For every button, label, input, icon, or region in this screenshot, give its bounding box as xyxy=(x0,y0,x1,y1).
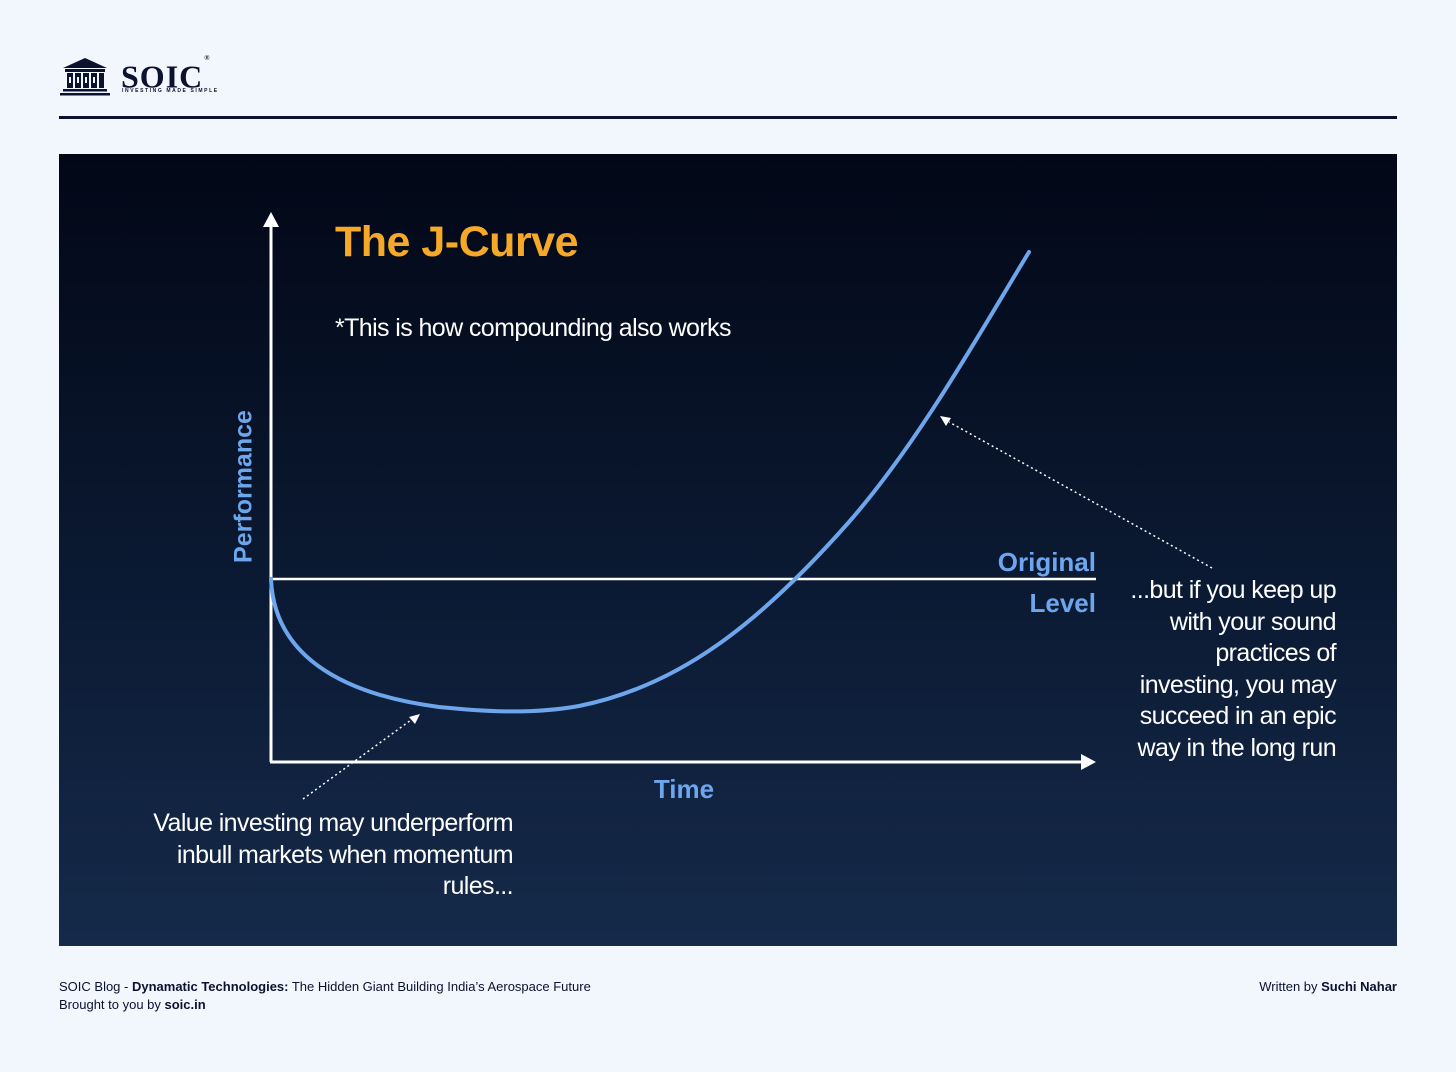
logo-tagline: INVESTING MADE SIMPLE xyxy=(122,88,219,94)
left-annotation: Value investing may underperform inbull … xyxy=(99,808,513,903)
j-curve-diagram: The J-Curve *This is how compounding als… xyxy=(59,154,1397,946)
soic-logo[interactable]: SOIC® INVESTING MADE SIMPLE xyxy=(59,54,259,102)
y-axis-label: Performance xyxy=(229,410,258,563)
left-annotation-line: rules... xyxy=(442,872,514,900)
footer-written-prefix: Written by xyxy=(1259,979,1322,994)
original-level-label-line: Level xyxy=(1029,588,1097,618)
footer-blog-prefix: SOIC Blog - xyxy=(59,979,132,994)
original-level-label: Original Level xyxy=(959,542,1096,624)
left-annotation-pointer xyxy=(302,719,412,800)
right-annotation-line: investing, you may xyxy=(1139,670,1337,699)
footer-author: Written by Suchi Nahar xyxy=(1259,978,1397,996)
left-annotation-line: Value investing may underperform xyxy=(153,809,513,837)
diagram-canvas xyxy=(263,212,1213,800)
header-divider xyxy=(59,116,1397,119)
footer-author-name: Suchi Nahar xyxy=(1321,979,1397,994)
right-pointer-arrow-head xyxy=(940,416,951,426)
right-annotation-line: way in the long run xyxy=(1137,733,1337,762)
bank-building-icon xyxy=(60,58,110,96)
footer-brought-prefix: Brought to you by xyxy=(59,997,165,1012)
right-annotation-pointer xyxy=(948,421,1213,569)
footer-blog-company: Dynamatic Technologies: xyxy=(131,979,289,994)
x-axis-label: Time xyxy=(653,774,715,804)
right-annotation-line: practices of xyxy=(1215,639,1336,667)
diagram-title: The J-Curve xyxy=(335,218,579,266)
footer-credits: SOIC Blog - Dynamatic Technologies: The … xyxy=(59,978,591,1014)
footer-blog-line: SOIC Blog - Dynamatic Technologies: The … xyxy=(59,978,591,996)
footer-blog-title: The Hidden Giant Building India’s Aerosp… xyxy=(288,979,591,994)
diagram-subtitle: *This is how compounding also works xyxy=(335,314,731,342)
right-annotation-line: with your sound xyxy=(1169,607,1337,636)
right-annotation-line: succeed in an epic xyxy=(1139,702,1337,730)
logo-wordmark: SOIC® xyxy=(121,54,211,95)
left-pointer-arrow-head xyxy=(409,714,420,724)
right-annotation-line: ...but if you keep up xyxy=(1130,576,1336,604)
footer-brought-line: Brought to you by soic.in xyxy=(59,996,591,1014)
j-curve-line xyxy=(269,250,1031,714)
x-axis-arrow-head xyxy=(1081,754,1096,770)
original-level-label-line: Original xyxy=(997,547,1096,577)
right-annotation: ...but if you keep up with your sound pr… xyxy=(1099,575,1336,764)
y-axis-arrow-head xyxy=(263,212,279,227)
left-annotation-line: inbull markets when momentum xyxy=(176,840,514,869)
footer-site-link[interactable]: soic.in xyxy=(164,997,206,1012)
